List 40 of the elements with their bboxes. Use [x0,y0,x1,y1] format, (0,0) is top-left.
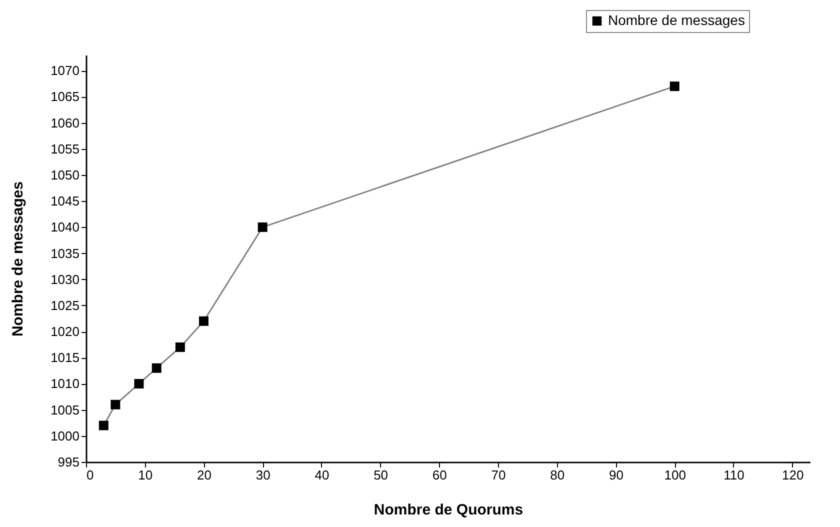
y-tick-label: 1070 [50,63,80,78]
y-tick-label: 1045 [50,194,80,209]
point [110,400,120,410]
point [175,342,185,352]
x-tick-label: 90 [609,468,624,482]
point [98,420,108,430]
y-tick-label: 1065 [50,89,80,104]
x-tick-label: 60 [432,468,447,482]
y-tick-label: 1010 [50,376,80,392]
x-tick-label: 100 [664,468,686,482]
legend-label: Nombre de messages [608,12,745,28]
x-tick-label: 80 [550,468,565,482]
point [198,316,208,326]
x-tick-label: 20 [196,468,212,482]
point [258,222,268,232]
y-tick-label: 1005 [50,402,80,418]
y-tick-label: 1060 [50,115,80,130]
x-tick-label: 70 [491,468,506,482]
x-tick-label: 0 [86,468,94,482]
x-tick-label: 40 [314,468,330,482]
y-tick-label: 1000 [50,428,80,444]
y-tick-label: 1050 [50,168,80,183]
y-tick-label: 995 [58,454,80,470]
point [134,378,144,388]
y-tick-label: 1035 [50,246,80,261]
y-axis-title: Nombre de messages [10,181,27,337]
y-tick-label: 1040 [50,220,80,235]
y-tick-label: 1055 [50,141,80,156]
x-tick-label: 30 [256,468,270,482]
x-tick-label: 50 [374,468,388,482]
y-tick-label: 1030 [50,272,80,287]
y-tick-label: 1020 [50,324,80,340]
x-tick-label: 10 [138,468,153,482]
point [670,82,680,92]
y-tick-label: 1025 [50,298,80,313]
y-tick-label: 1015 [50,350,80,366]
x-tick-label: 120 [782,468,804,482]
point [152,363,162,373]
x-tick-label: 110 [724,468,744,482]
x-axis-title: Nombre de Quorums [374,502,524,518]
